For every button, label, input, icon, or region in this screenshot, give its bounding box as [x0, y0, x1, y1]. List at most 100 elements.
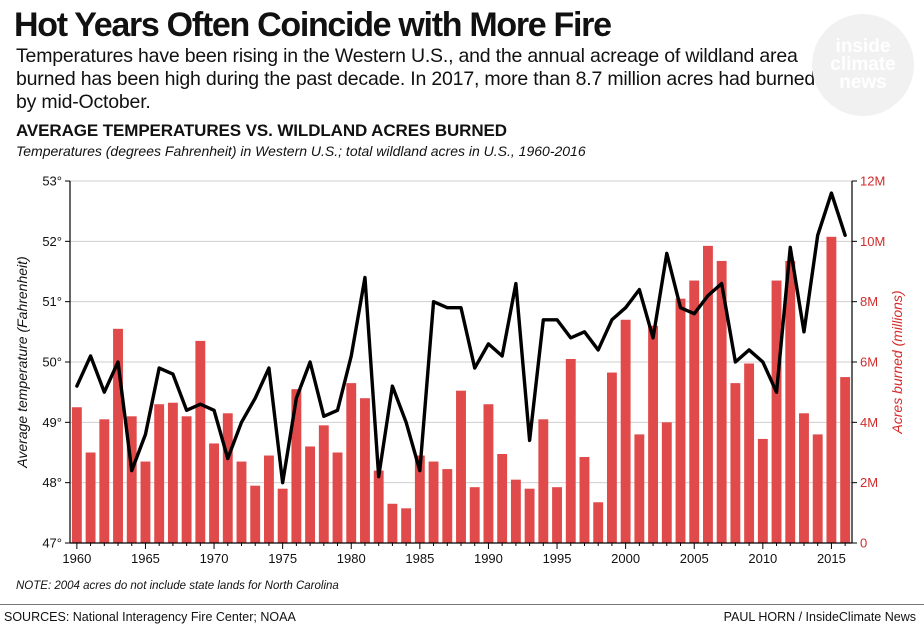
x-tick-label: 2010 [748, 551, 777, 566]
temp-point-1973 [254, 397, 256, 399]
right-tick-label: 12M [860, 174, 885, 189]
temp-point-2014 [817, 234, 819, 236]
bar-acres-2016 [840, 377, 851, 543]
x-tick-label: 1995 [543, 551, 572, 566]
temp-point-1985 [419, 470, 421, 472]
bar-acres-1963 [113, 328, 123, 543]
temp-point-2005 [693, 313, 695, 315]
right-axis-title: Acres burned (millions) [889, 290, 905, 434]
x-tick-label: 1960 [62, 551, 91, 566]
bar-acres-2003 [661, 422, 672, 543]
bar-acres-1983 [387, 503, 398, 543]
credit: PAUL HORN / InsideClimate News [723, 610, 916, 624]
x-tick-label: 2000 [611, 551, 640, 566]
temp-point-1967 [172, 373, 174, 375]
temp-point-1997 [583, 331, 586, 333]
temp-point-1993 [529, 439, 531, 442]
temperature-line-series [75, 191, 847, 485]
temp-point-2004 [679, 307, 682, 309]
bar-acres-1960 [71, 407, 82, 543]
temp-point-1968 [186, 409, 188, 411]
bar-acres-1981 [360, 398, 370, 543]
temp-point-1975 [282, 482, 284, 484]
temp-point-2006 [707, 295, 709, 297]
temp-point-2011 [775, 391, 778, 393]
bar-acres-1962 [99, 419, 110, 543]
temp-point-1991 [501, 355, 503, 357]
bar-acres-2006 [703, 245, 713, 544]
temp-point-1995 [556, 319, 558, 321]
ticks: 47° 48° 49° 50° 51° 52° 53° 0 2M 4M 6M 8M 10M 12M 1960… [42, 174, 885, 567]
bar-acres-2014 [812, 434, 823, 543]
temp-point-1986 [432, 301, 435, 303]
bar-acres-2011 [771, 280, 782, 543]
temp-point-1990 [487, 343, 490, 345]
temp-point-1989 [474, 367, 476, 369]
temp-point-1988 [460, 307, 462, 309]
x-tick-label: 1985 [405, 551, 434, 566]
bar-acres-1987 [442, 469, 453, 543]
bar-acres-1967 [167, 402, 178, 543]
headline: Hot Years Often Coincide with More Fire [14, 6, 612, 44]
bar-acres-1964 [126, 416, 137, 543]
bar-acres-1984 [401, 508, 412, 543]
temp-point-1982 [378, 476, 380, 478]
x-tick-label: 1970 [200, 551, 229, 566]
bar-acres-2009 [744, 363, 755, 543]
bar-acres-1985 [414, 455, 425, 543]
right-tick-label: 2M [860, 475, 878, 490]
temp-point-1976 [295, 397, 297, 399]
bar-acres-1986 [428, 461, 439, 543]
temp-point-1999 [611, 319, 613, 321]
bar-acres-1978 [318, 425, 329, 543]
bar-acres-1977 [305, 446, 316, 543]
sources: SOURCES: National Interagency Fire Cente… [4, 610, 296, 624]
temp-point-1979 [336, 409, 339, 411]
temp-point-1961 [89, 355, 92, 357]
left-tick-label: 50° [42, 355, 62, 370]
bar-acres-1998 [593, 502, 604, 543]
temp-point-1994 [542, 319, 544, 321]
bar-acres-1982 [373, 470, 384, 543]
temp-point-1965 [144, 433, 147, 435]
temp-point-1966 [158, 367, 160, 369]
temp-point-2012 [789, 246, 791, 248]
bar-acres-1975 [277, 488, 288, 543]
left-tick-label: 47° [42, 536, 62, 551]
bar-acres-2004 [675, 298, 686, 543]
temp-point-2013 [803, 331, 805, 333]
bar-acres-1992 [510, 479, 521, 543]
left-tick-label: 53° [42, 174, 62, 189]
temp-point-1992 [515, 282, 517, 285]
bar-acres-2001 [634, 434, 645, 543]
x-tick-label: 2005 [680, 551, 709, 566]
footer-divider [0, 604, 924, 605]
bar-acres-2015 [826, 236, 837, 543]
right-tick-label: 0 [860, 536, 867, 551]
temp-point-2003 [666, 252, 668, 254]
temp-point-1984 [405, 421, 407, 423]
chart-subtitle: Temperatures (degrees Fahrenheit) in Wes… [16, 143, 586, 159]
left-axis-title: Average temperature (Fahrenheit) [14, 256, 30, 468]
temp-point-2010 [762, 361, 764, 363]
left-tick-label: 49° [42, 415, 62, 430]
temp-point-1963 [117, 361, 119, 363]
bar-acres-1973 [250, 485, 261, 543]
bar-acres-1994 [538, 419, 549, 543]
bar-acres-1997 [579, 457, 590, 543]
left-tick-label: 51° [42, 294, 62, 309]
x-tick-label: 1980 [337, 551, 366, 566]
bar-acres-1989 [469, 487, 480, 543]
bar-acres-2012 [785, 260, 796, 543]
bar-acres-1990 [483, 404, 494, 543]
temp-point-1981 [364, 276, 366, 279]
x-tick-label: 1990 [474, 551, 503, 566]
bar-acres-2010 [757, 438, 768, 543]
left-tick-label: 52° [42, 234, 62, 249]
chart-title: AVERAGE TEMPERATURES VS. WILDLAND ACRES … [16, 121, 507, 140]
bar-acres-1966 [154, 404, 165, 543]
bar-acres-1974 [263, 455, 274, 543]
bar-acres-1999 [606, 372, 617, 543]
temp-point-1998 [597, 349, 599, 351]
temp-point-2002 [652, 337, 654, 339]
